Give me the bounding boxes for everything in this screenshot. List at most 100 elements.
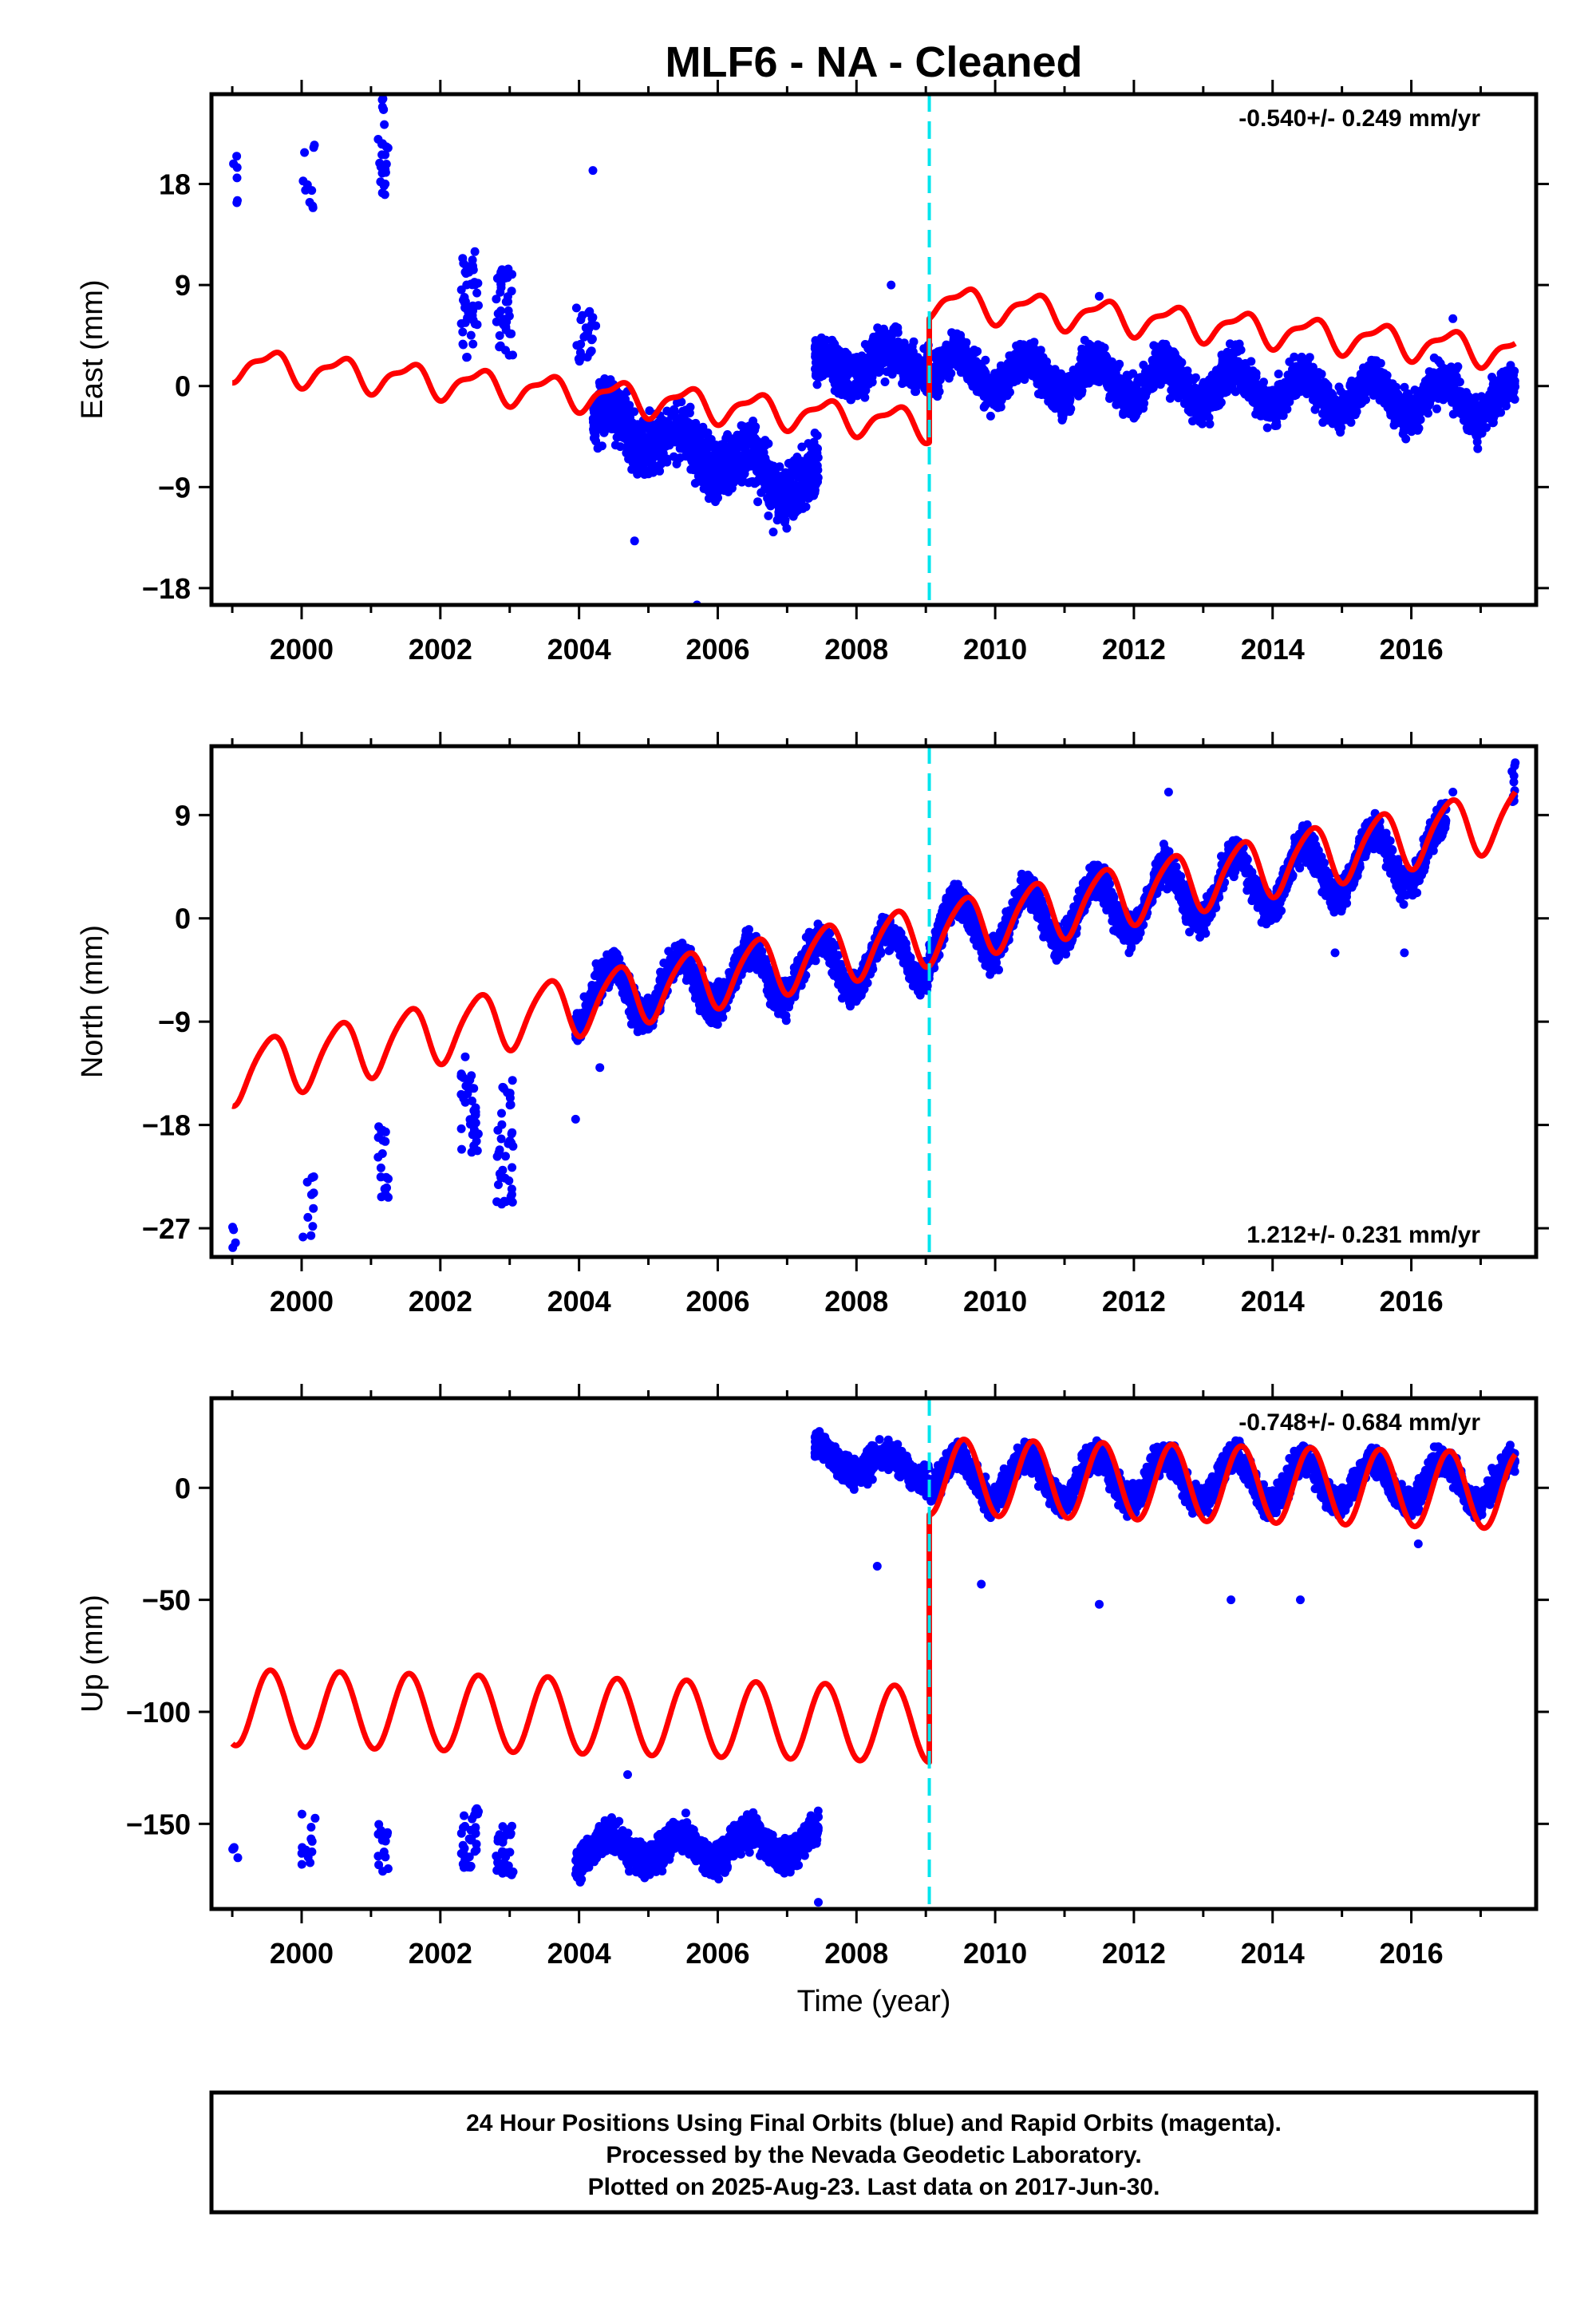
data-point: [630, 407, 639, 417]
data-point: [972, 387, 982, 396]
data-point: [1205, 419, 1215, 429]
data-point: [1476, 426, 1486, 436]
data-point: [1499, 385, 1509, 394]
data-point: [459, 340, 468, 350]
data-point: [1495, 398, 1504, 408]
data-point: [777, 495, 787, 504]
data-point: [896, 339, 906, 349]
data-point: [1027, 346, 1037, 356]
data-point: [1448, 397, 1457, 407]
data-point: [1508, 393, 1518, 402]
data-point: [587, 314, 597, 323]
data-point: [746, 424, 756, 433]
data-point: [1377, 372, 1387, 381]
data-point: [889, 342, 899, 351]
data-point: [457, 1144, 466, 1154]
data-point: [620, 403, 630, 413]
data-point: [798, 504, 808, 513]
data-point: [376, 177, 385, 187]
data-point: [800, 482, 810, 492]
data-point: [309, 1172, 318, 1181]
data-point: [1167, 364, 1177, 373]
data-point: [384, 1174, 393, 1184]
data-point: [1161, 375, 1171, 385]
data-point: [1320, 377, 1329, 387]
data-point: [1096, 353, 1105, 362]
data-point: [376, 1172, 385, 1182]
data-point: [792, 481, 802, 491]
data-point: [1400, 382, 1409, 392]
data-point: [1274, 370, 1283, 379]
data-point: [1353, 377, 1362, 387]
data-points: [229, 94, 1520, 605]
data-point: [702, 472, 711, 482]
data-point: [1139, 360, 1148, 370]
data-point: [755, 444, 764, 453]
data-point: [622, 449, 631, 458]
data-point: [1453, 362, 1463, 371]
data-point: [462, 353, 472, 362]
data-point: [470, 278, 480, 287]
data-point: [1331, 415, 1341, 425]
data-point: [377, 150, 387, 160]
data-point: [1411, 401, 1420, 410]
data-point: [1188, 375, 1198, 385]
data-point: [495, 331, 504, 340]
data-point: [496, 1134, 506, 1144]
data-point: [688, 463, 697, 472]
data-point: [837, 390, 847, 399]
data-point: [1215, 401, 1224, 410]
data-point: [1334, 382, 1344, 392]
y-axis-label: East (mm): [76, 279, 109, 419]
data-point: [624, 440, 634, 449]
data-point: [501, 297, 511, 306]
data-point: [1009, 373, 1018, 382]
outlier-point: [768, 528, 778, 537]
data-point: [462, 280, 472, 290]
data-point: [643, 433, 653, 442]
data-point: [1485, 389, 1495, 399]
data-point: [1243, 385, 1252, 394]
data-point: [895, 347, 905, 357]
data-point: [460, 303, 470, 313]
data-point: [686, 429, 696, 438]
data-point: [500, 1173, 510, 1183]
data-point: [468, 255, 477, 265]
data-point: [1322, 390, 1332, 400]
data-point: [907, 357, 917, 366]
data-point: [587, 346, 596, 356]
data-point: [1091, 372, 1100, 381]
data-point: [995, 399, 1005, 409]
data-point: [723, 454, 733, 464]
data-point: [494, 1180, 503, 1189]
data-point: [1460, 395, 1469, 405]
data-point: [376, 1163, 385, 1172]
data-point: [839, 358, 848, 367]
data-point: [1366, 373, 1376, 383]
data-point: [470, 247, 480, 256]
data-point: [571, 303, 581, 313]
data-point: [1237, 377, 1246, 386]
data-point: [1506, 361, 1515, 370]
data-point: [845, 389, 855, 398]
data-point: [749, 417, 758, 425]
data-point: [825, 358, 835, 367]
data-point: [228, 1243, 238, 1252]
data-point: [996, 377, 1005, 386]
data-point: [493, 309, 503, 318]
data-point: [1325, 399, 1335, 409]
data-point: [854, 372, 863, 381]
data-point: [1235, 339, 1244, 349]
data-point: [1365, 386, 1374, 396]
data-point: [744, 478, 753, 488]
data-point: [713, 484, 723, 494]
data-point: [701, 465, 710, 475]
data-point: [1376, 387, 1385, 397]
data-point: [675, 453, 685, 463]
data-point: [818, 371, 828, 381]
data-point: [1140, 376, 1149, 385]
data-point: [229, 1225, 239, 1235]
data-point: [1284, 382, 1293, 392]
data-point: [752, 478, 761, 487]
data-point: [887, 353, 896, 362]
